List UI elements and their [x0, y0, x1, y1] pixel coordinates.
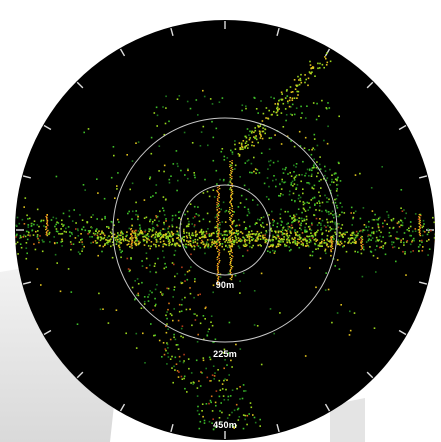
bearing-tick	[170, 423, 174, 433]
bearing-tick	[398, 124, 407, 131]
range-ring-middle	[112, 117, 338, 343]
range-ring-inner	[179, 184, 271, 276]
scope-background	[15, 20, 435, 440]
bearing-tick	[276, 423, 280, 433]
bearing-tick	[418, 175, 428, 179]
bearing-tick	[22, 281, 32, 285]
bearing-tick	[119, 403, 126, 412]
bearing-tick	[119, 48, 126, 57]
point-cloud	[15, 52, 435, 431]
bearing-tick	[366, 81, 374, 89]
bearing-tick	[43, 124, 52, 131]
grey-panel-bottom-right	[330, 398, 365, 442]
bearing-tick	[76, 81, 84, 89]
bearing-tick	[276, 27, 280, 37]
bearing-tick	[43, 329, 52, 336]
bearing-tick	[398, 329, 407, 336]
bearing-tick	[76, 371, 84, 379]
bearing-tick	[324, 403, 331, 412]
bearing-tick	[22, 175, 32, 179]
bearing-tick	[418, 281, 428, 285]
bearing-tick	[366, 371, 374, 379]
bearing-ticks	[16, 21, 434, 439]
bearing-tick	[170, 27, 174, 37]
